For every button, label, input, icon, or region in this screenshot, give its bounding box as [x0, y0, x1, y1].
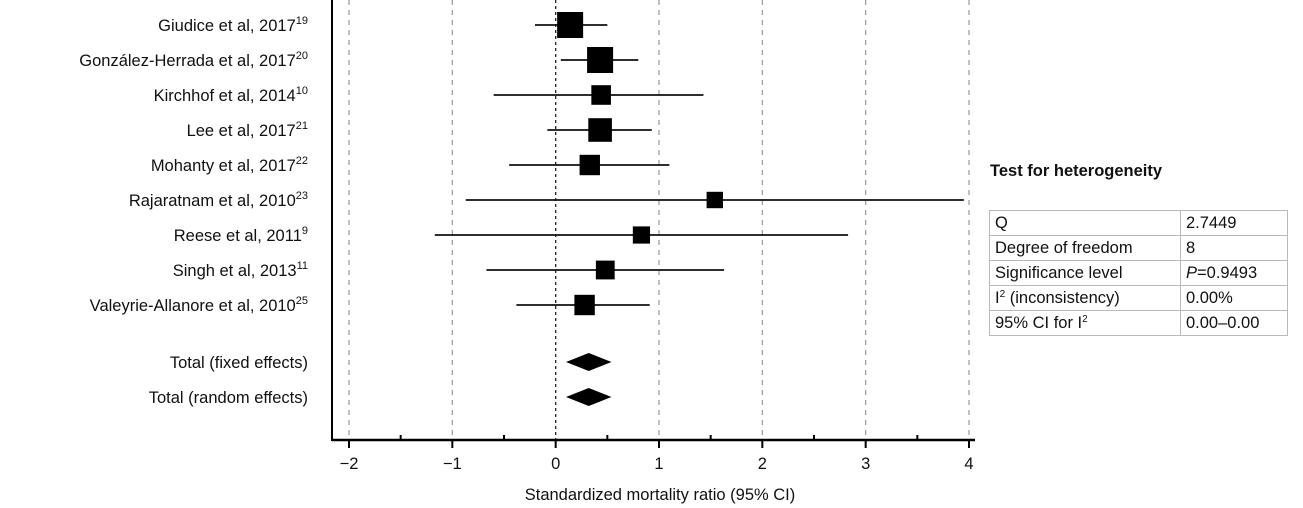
het-label: 95% CI for I2 [989, 310, 1181, 336]
het-value: 8 [1180, 235, 1288, 261]
het-label-main: I [995, 289, 1000, 307]
x-tick-label: 2 [758, 455, 767, 473]
het-row-df: Degree of freedom 8 [989, 235, 1288, 261]
study-row: Kirchhof et al, 201410 [154, 85, 704, 105]
study-row: Valeyrie-Allanore et al, 201025 [90, 294, 650, 316]
het-label-sup: 2 [999, 289, 1006, 300]
study-row: Reese et al, 20119 [174, 225, 849, 245]
x-tick-label: −2 [340, 455, 359, 473]
study-row: Mohanty et al, 201722 [151, 154, 670, 176]
axes [331, 0, 975, 442]
total-label: Total (random effects) [149, 389, 308, 407]
study-label: Lee et al, 201721 [187, 120, 308, 140]
total-label: Total (fixed effects) [170, 354, 308, 372]
het-label-main: 95% CI for I [995, 314, 1083, 332]
total-rows: Total (fixed effects) Total (random effec… [149, 353, 612, 407]
study-label: Mohanty et al, 201722 [151, 155, 308, 175]
study-label: Giudice et al, 201719 [158, 15, 308, 35]
heterogeneity-table: Q 2.7449 Degree of freedom 8 Significanc… [989, 210, 1288, 336]
point-estimate-square [574, 294, 595, 316]
het-value: 0.00–0.00 [1180, 310, 1288, 336]
x-tick-label: 3 [861, 455, 870, 473]
study-row: Singh et al, 201311 [173, 260, 725, 280]
point-estimate-square [591, 85, 611, 105]
point-estimate-square [595, 260, 615, 280]
pooled-diamond [566, 353, 612, 371]
study-label: Kirchhof et al, 201410 [154, 85, 308, 105]
het-label: I2 (inconsistency) [989, 285, 1181, 311]
study-rows: Giudice et al, 201719 González-Herrada et… [79, 12, 964, 316]
point-estimate-square [632, 226, 651, 244]
study-label: Valeyrie-Allanore et al, 201025 [90, 295, 308, 315]
study-row: Giudice et al, 201719 [158, 12, 608, 38]
het-row-q: Q 2.7449 [989, 210, 1288, 236]
het-row-significance: Significance level P=0.9493 [989, 260, 1288, 286]
het-value: 0.00% [1180, 285, 1288, 311]
het-label-rest: (inconsistency) [1005, 289, 1120, 307]
point-estimate-square [579, 154, 600, 176]
pooled-diamond [566, 388, 612, 406]
het-label: Degree of freedom [989, 235, 1181, 261]
study-label: Singh et al, 201311 [173, 260, 308, 280]
point-estimate-square [706, 191, 723, 209]
point-estimate-square [557, 12, 584, 38]
het-label-sup: 2 [1082, 314, 1088, 325]
het-label: Q [989, 210, 1181, 236]
total-row: Total (random effects) [149, 388, 612, 407]
het-value: 2.7449 [1180, 210, 1288, 236]
total-row: Total (fixed effects) [170, 353, 612, 372]
axis-ticks: −2 −1 0 1 2 3 4 [340, 435, 974, 473]
study-label: González-Herrada et al, 201720 [79, 50, 308, 70]
point-estimate-square [588, 118, 612, 142]
x-tick-label: 1 [654, 455, 663, 473]
point-estimate-square [587, 47, 614, 73]
study-label: Rajaratnam et al, 201023 [129, 190, 308, 210]
gridlines [348, 0, 970, 440]
x-tick-label: 4 [964, 455, 973, 473]
study-label: Reese et al, 20119 [174, 225, 308, 245]
x-tick-label: −1 [443, 455, 462, 473]
x-tick-label: 0 [551, 455, 560, 473]
study-row: Lee et al, 201721 [187, 118, 652, 142]
study-row: Rajaratnam et al, 201023 [129, 190, 964, 210]
het-row-ci-i2: 95% CI for I2 0.00–0.00 [989, 310, 1288, 336]
het-row-i2: I2 (inconsistency) 0.00% [989, 285, 1288, 311]
het-value-p: P [1186, 264, 1198, 282]
het-value-rest: =0.9493 [1197, 264, 1258, 282]
het-label: Significance level [989, 260, 1181, 286]
x-axis-label: Standardized mortality ratio (95% CI) [525, 486, 796, 504]
forest-plot: −2 −1 0 1 2 3 4 Giudice et al, 201719 González-… [79, 0, 975, 504]
het-value: P=0.9493 [1180, 260, 1288, 286]
study-row: González-Herrada et al, 201720 [79, 47, 639, 73]
heterogeneity-title: Test for heterogeneity [990, 162, 1163, 180]
